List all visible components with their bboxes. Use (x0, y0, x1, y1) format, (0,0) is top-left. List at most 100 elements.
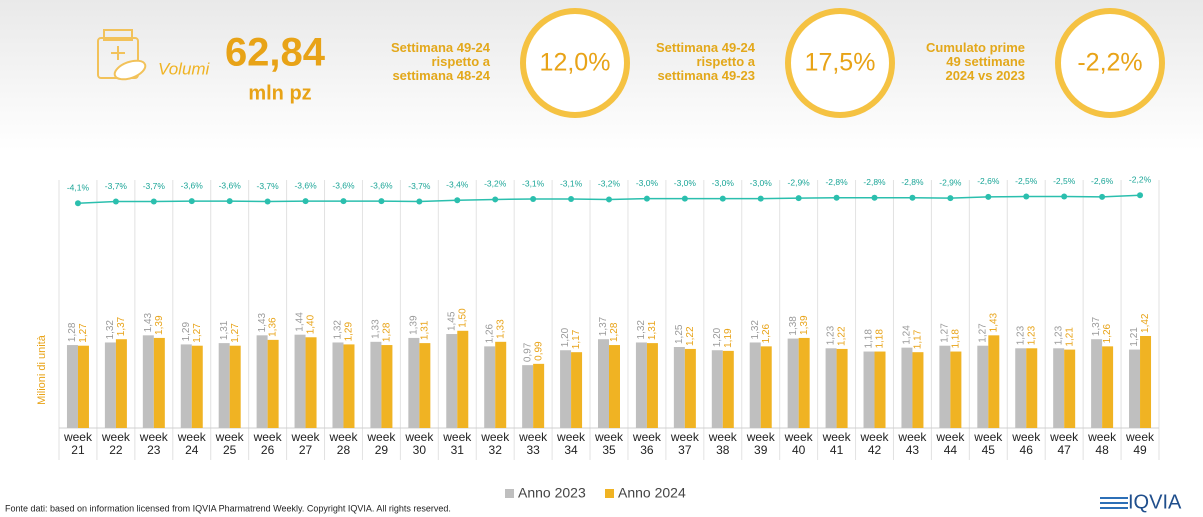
x-tick-label: week 27 (291, 430, 320, 457)
bar (863, 351, 875, 428)
growth-label: -3,1% (560, 178, 583, 188)
bar-label: 1,50 (457, 308, 468, 328)
kpi-line: Settimana 49-24 (656, 40, 755, 55)
bar-label: 1,28 (382, 322, 393, 342)
growth-label: -3,0% (712, 178, 735, 188)
growth-point (150, 198, 157, 205)
bar-label: 1,43 (257, 312, 268, 332)
bar (495, 341, 507, 428)
bar-label: 1,26 (1102, 323, 1113, 343)
bar (760, 346, 772, 428)
bar (419, 343, 431, 428)
bar-label: 1,31 (419, 320, 430, 340)
growth-label: -2,2% (1129, 174, 1152, 184)
bar-label: 1,23 (826, 325, 837, 345)
bar (370, 341, 382, 428)
growth-point (1099, 193, 1106, 200)
bar-label: 1,32 (333, 320, 344, 340)
growth-point (112, 198, 119, 205)
x-tick-label: week 28 (329, 430, 358, 457)
bar (332, 342, 344, 428)
growth-point (795, 195, 802, 202)
growth-label: -4,1% (67, 182, 90, 192)
bar-label: 1,28 (609, 322, 620, 342)
bar-label: 1,42 (1140, 313, 1151, 333)
bar (609, 345, 620, 428)
icon (97, 29, 147, 81)
bar-label: 1,31 (647, 320, 658, 340)
bar-label: 1,44 (295, 312, 306, 332)
bar (1091, 339, 1103, 428)
growth-label: -2,5% (1015, 176, 1038, 186)
bar-label: 1,43 (143, 312, 154, 332)
growth-label: -3,0% (750, 178, 773, 188)
legend-swatch (605, 489, 614, 498)
growth-label: -3,6% (219, 180, 242, 190)
x-tick-label: week 26 (253, 430, 282, 457)
bar-label: 1,33 (371, 319, 382, 339)
growth-point (264, 198, 271, 205)
bar-label: 1,29 (344, 322, 355, 342)
x-tick-label: week 47 (1050, 430, 1079, 457)
bar (749, 342, 761, 428)
x-tick-label: week 30 (405, 430, 434, 457)
x-tick-label: week 41 (822, 430, 851, 457)
bar (598, 339, 609, 428)
kpi-line: rispetto a (431, 54, 490, 69)
bar-label: 1,40 (306, 314, 317, 334)
growth-point (643, 195, 650, 202)
growth-label: -2,9% (939, 177, 962, 187)
bar (381, 345, 393, 428)
x-tick-label: week 39 (746, 430, 775, 457)
growth-label: -3,7% (408, 181, 431, 191)
bar-label: 1,20 (712, 327, 723, 347)
logo: IQVIA (1128, 491, 1182, 513)
bar (104, 342, 116, 428)
y-axis-title: Milioni di unità (36, 334, 48, 405)
kpi-line: 2024 vs 2023 (945, 68, 1025, 83)
x-tick-label: week 34 (557, 430, 586, 457)
growth-point (606, 196, 612, 203)
x-tick-label: week 21 (63, 430, 92, 457)
bar (1140, 335, 1152, 428)
kpi-line: rispetto a (696, 54, 755, 69)
bar (950, 351, 962, 428)
growth-label: -3,4% (446, 180, 469, 190)
bar-label: 1,27 (977, 323, 988, 343)
growth-label: -3,0% (636, 178, 659, 188)
growth-label: -2,8% (863, 177, 886, 187)
bar (180, 344, 192, 428)
x-tick-label: week 38 (708, 430, 737, 457)
growth-label: -2,6% (977, 176, 1000, 186)
bar-label: 1,27 (192, 323, 203, 343)
bar-label: 1,27 (78, 323, 89, 343)
kpi-text: Cumulato prime 49 settimane 2024 vs 2023 (865, 41, 1025, 83)
growth-point (568, 196, 575, 203)
growth-point (416, 198, 423, 205)
growth-label: -2,8% (901, 177, 924, 187)
growth-point (1023, 193, 1030, 200)
bar (635, 342, 647, 428)
bar (646, 343, 658, 428)
bar (191, 345, 203, 428)
x-tick-label: week 44 (936, 430, 965, 457)
growth-point (378, 198, 385, 205)
bar (1064, 349, 1076, 428)
bar (787, 338, 799, 428)
growth-point (188, 198, 195, 205)
bar (484, 346, 496, 428)
growth-label: -3,6% (294, 180, 317, 190)
growth-label: -2,5% (1053, 176, 1076, 186)
bar-label: 1,17 (571, 329, 582, 349)
bar (153, 337, 165, 428)
bar (673, 347, 685, 428)
bar-label: 1,36 (268, 317, 279, 337)
growth-point (909, 194, 916, 201)
source: Fonte dati: based on information license… (5, 503, 451, 513)
bar (229, 345, 241, 428)
bar-label: 1,32 (636, 320, 647, 340)
bar (408, 337, 420, 428)
legend-swatch (505, 489, 514, 498)
growth-label: -3,1% (522, 178, 545, 188)
kpi-line: settimana 48-24 (392, 68, 490, 83)
